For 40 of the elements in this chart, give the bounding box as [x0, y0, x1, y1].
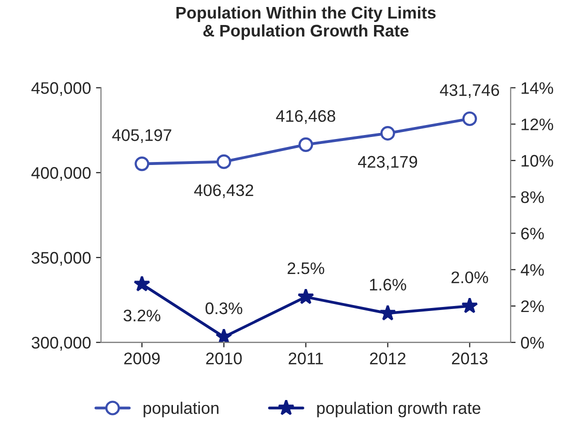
data-label: 0.3% [206, 302, 242, 314]
y2-tick-label: 6% [521, 228, 544, 240]
data-label: 423,179 [358, 156, 418, 170]
data-label: 431,746 [440, 84, 500, 98]
y2-tick-label: 10% [522, 154, 554, 167]
x-tick-label: 2013 [452, 352, 488, 364]
legend-label: population growth rate [317, 402, 480, 418]
point [298, 288, 314, 304]
data-label: 416,468 [276, 110, 336, 124]
y-tick-label: 300,000 [32, 336, 91, 351]
point [134, 276, 150, 292]
data-label: 2.0% [452, 271, 488, 284]
point [380, 126, 396, 141]
x-tick-label: 2011 [288, 352, 323, 364]
point [462, 111, 477, 126]
point [461, 297, 478, 314]
y2-tick-label: 4% [520, 264, 544, 276]
x-tick-label: 2012 [370, 352, 406, 364]
y2-tick-label: 8% [521, 191, 544, 204]
data-label: 2.5% [288, 262, 324, 274]
y-tick-label: 450,000 [31, 82, 91, 96]
y2-tick-label: 2% [521, 300, 544, 312]
data-label: 1.6% [370, 278, 406, 291]
y-tick-label: 400,000 [31, 167, 91, 181]
y2-tick-label: 12% [522, 118, 554, 130]
x-tick-label: 2010 [206, 352, 242, 364]
x-tick-label: 2009 [124, 352, 160, 364]
data-label: 3.2% [124, 310, 160, 322]
y2-tick-label: 0% [521, 336, 544, 349]
y-tick-label: 350,000 [32, 252, 91, 266]
point [379, 304, 396, 321]
point [298, 137, 314, 152]
legend-label: population [144, 402, 218, 418]
data-label: 405,197 [112, 129, 172, 144]
data-label: 406,432 [194, 184, 254, 198]
point [216, 154, 232, 169]
point [216, 328, 232, 342]
chart-title: Population Within the City Limits & Population Growth Rate [176, 6, 436, 40]
y2-tick-label: 14% [522, 82, 554, 94]
point [134, 156, 150, 172]
